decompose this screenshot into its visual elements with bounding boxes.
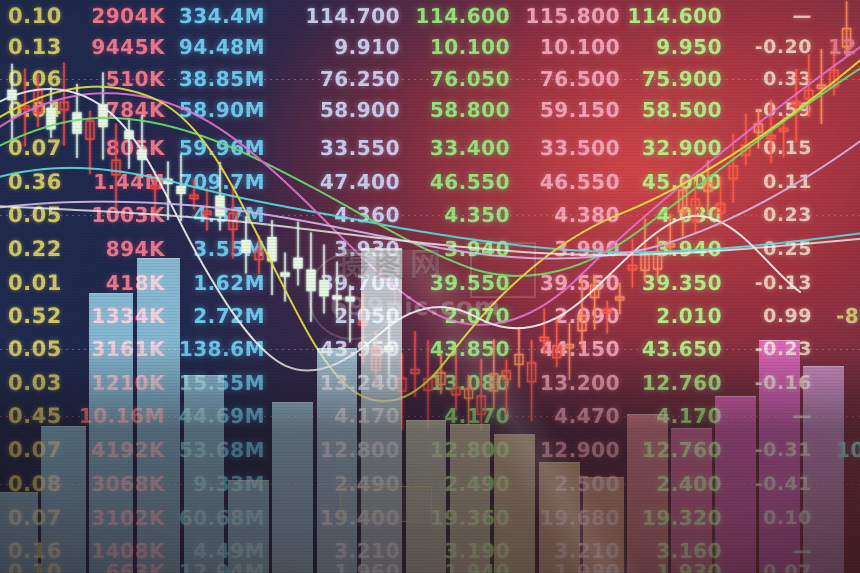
quote-cell-last[interactable]: 9.910: [334, 35, 400, 59]
quote-cell-turnover[interactable]: 58.90M: [179, 98, 265, 122]
candlestick: [111, 123, 121, 208]
candlestick: [241, 216, 251, 274]
quote-cell-turnover[interactable]: 38.85M: [179, 67, 265, 91]
quote-cell-net[interactable]: -0.20: [755, 36, 812, 58]
quote-cell-ask[interactable]: 2.090: [554, 304, 620, 328]
candlestick: [728, 134, 738, 203]
quote-cell-prev[interactable]: 2.010: [656, 304, 722, 328]
quote-cell-net[interactable]: 0.33: [763, 68, 812, 90]
ma-line-ma250: [0, 205, 860, 257]
candlestick: [189, 179, 199, 210]
quote-cell-last[interactable]: 4.360: [334, 203, 400, 227]
quote-cell-net[interactable]: 0.11: [763, 171, 812, 193]
quote-cell-ask[interactable]: 33.500: [540, 136, 620, 160]
candlestick: [332, 261, 342, 319]
quote-cell-ask[interactable]: 115.800: [525, 4, 620, 28]
quote-cell-prev[interactable]: 39.350: [642, 271, 722, 295]
candlestick: [280, 252, 290, 302]
quote-cell-turnover[interactable]: 94.48M: [179, 35, 265, 59]
quote-cell-pct[interactable]: 0.06: [8, 67, 62, 91]
quote-cell-last[interactable]: 76.250: [320, 67, 400, 91]
candlestick: [577, 278, 587, 349]
quote-cell-net[interactable]: 0.23: [763, 204, 812, 226]
quote-cell-turnover[interactable]: 709.7M: [179, 170, 265, 194]
ma-line-ma60: [0, 166, 860, 254]
quote-cell-net[interactable]: 0.15: [763, 137, 812, 159]
quote-cell-last[interactable]: 47.400: [320, 170, 400, 194]
candlestick: [59, 62, 69, 146]
quote-cell-bid[interactable]: 33.400: [430, 136, 510, 160]
candlestick: [267, 220, 277, 296]
quote-cell-turnover[interactable]: 1.62M: [193, 271, 265, 295]
quote-cell-ask[interactable]: 46.550: [540, 170, 620, 194]
quote-cell-volume[interactable]: 9445K: [91, 35, 165, 59]
candlestick: [319, 244, 329, 314]
candlestick: [254, 235, 264, 275]
candlestick: [602, 300, 612, 334]
candlestick: [715, 176, 726, 226]
candlestick: [345, 285, 355, 343]
candlestick: [85, 110, 95, 175]
quote-cell-bid[interactable]: 4.350: [444, 203, 510, 227]
candlestick: [778, 116, 789, 158]
quote-cell-ask[interactable]: 59.150: [540, 98, 620, 122]
quote-cell-pct[interactable]: 0.01: [8, 271, 62, 295]
edge-label: 12: [828, 35, 857, 59]
candlestick: [791, 68, 801, 143]
quote-cell-volume[interactable]: 2904K: [91, 4, 165, 28]
quote-cell-bid[interactable]: 114.600: [415, 4, 510, 28]
quote-cell-volume[interactable]: 1.44M: [93, 170, 165, 194]
quote-cell-net[interactable]: —: [793, 5, 813, 27]
quote-cell-prev[interactable]: 32.900: [642, 136, 722, 160]
quote-cell-prev[interactable]: 75.900: [642, 67, 722, 91]
candlestick: [615, 283, 625, 315]
quote-cell-ask[interactable]: 76.500: [540, 67, 620, 91]
quote-cell-bid[interactable]: 46.550: [430, 170, 510, 194]
quote-cell-turnover[interactable]: 334.4M: [179, 4, 265, 28]
quote-cell-last[interactable]: 33.550: [320, 136, 400, 160]
quote-cell-pct[interactable]: 0.10: [8, 4, 62, 28]
ma-line-ma120: [0, 140, 860, 260]
quote-cell-turnover[interactable]: 3.55M: [193, 237, 265, 261]
quote-cell-pct[interactable]: 0.52: [8, 304, 62, 328]
quote-cell-bid[interactable]: 76.050: [430, 67, 510, 91]
quote-cell-ask[interactable]: 10.100: [540, 35, 620, 59]
quote-cell-last[interactable]: 58.900: [320, 98, 400, 122]
candlestick: [176, 154, 186, 222]
quote-cell-pct[interactable]: 0.07: [8, 136, 62, 160]
quote-cell-pct[interactable]: 0.13: [8, 35, 62, 59]
candlestick: [293, 221, 303, 286]
candlestick: [841, 1, 852, 57]
candlestick: [627, 238, 638, 288]
bottom-shade: [0, 343, 860, 573]
quote-cell-bid[interactable]: 58.800: [430, 98, 510, 122]
quote-cell-pct[interactable]: 0.22: [8, 237, 62, 261]
quote-cell-ask[interactable]: 4.380: [554, 203, 620, 227]
candlestick: [202, 187, 212, 231]
quote-cell-net[interactable]: 0.99: [763, 305, 812, 327]
candlestick: [306, 232, 316, 322]
candlestick: [665, 214, 675, 256]
quote-cell-prev[interactable]: 58.500: [642, 98, 722, 122]
quote-cell-net[interactable]: -0.13: [755, 272, 812, 294]
candlestick: [690, 181, 701, 234]
quote-cell-bid[interactable]: 10.100: [430, 35, 510, 59]
quote-cell-prev[interactable]: 9.950: [656, 35, 722, 59]
quote-cell-prev[interactable]: 4.030: [656, 203, 722, 227]
candlestick: [816, 49, 827, 124]
quote-cell-last[interactable]: 114.700: [305, 4, 400, 28]
candlestick: [46, 87, 56, 138]
row-separator: [0, 79, 860, 80]
quote-cell-prev[interactable]: 114.600: [627, 4, 722, 28]
moving-average-group: [0, 45, 860, 403]
row-separator: [0, 215, 860, 216]
quote-cell-volume[interactable]: 894K: [106, 237, 165, 261]
edge-label: -80: [836, 304, 860, 328]
quote-cell-pct[interactable]: 0.36: [8, 170, 62, 194]
